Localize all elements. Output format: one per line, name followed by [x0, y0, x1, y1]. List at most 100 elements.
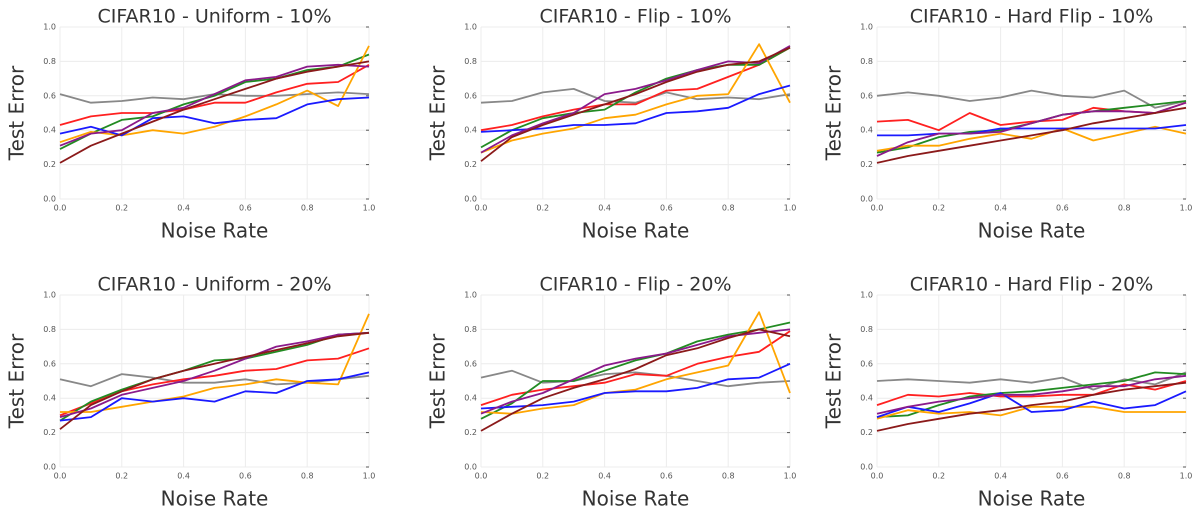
- x-tick-label: 1.0: [784, 204, 797, 213]
- series-line: [480, 369, 791, 388]
- x-tick-label: 0.6: [1056, 204, 1069, 213]
- x-axis-label: Noise Rate: [582, 487, 690, 511]
- y-tick-label: 0.6: [860, 91, 873, 100]
- x-tick-label: 0.6: [1056, 472, 1069, 481]
- x-tick-label: 0.6: [239, 472, 252, 481]
- series-line: [876, 374, 1187, 415]
- y-tick-label: 0.2: [464, 428, 477, 437]
- series-line: [877, 124, 1187, 137]
- chart-title: CIFAR10 - Uniform - 10%: [97, 6, 331, 28]
- chart-title: CIFAR10 - Hard Flip - 10%: [910, 6, 1154, 28]
- series-line: [59, 53, 370, 150]
- series-line: [59, 64, 370, 126]
- y-tick-label: 0.8: [43, 57, 56, 66]
- series-line: [480, 46, 791, 162]
- x-tick-label: 0.8: [301, 204, 314, 213]
- series-line: [480, 311, 791, 415]
- x-tick-label: 0.4: [177, 204, 190, 213]
- chart-title: CIFAR10 - Flip - 10%: [539, 6, 731, 28]
- y-tick-label: 0.6: [464, 359, 477, 368]
- x-tick-label: 0.0: [54, 204, 67, 213]
- y-tick-label: 0.4: [464, 394, 477, 403]
- series-line: [876, 125, 1187, 152]
- y-tick-label: 0.4: [860, 126, 873, 135]
- x-tick-label: 0.2: [115, 472, 128, 481]
- y-tick-label: 1.0: [860, 23, 873, 32]
- x-tick-label: 0.8: [301, 472, 314, 481]
- y-axis-label: Test Error: [822, 333, 846, 429]
- x-tick-label: 0.2: [932, 472, 945, 481]
- series-line: [480, 43, 791, 154]
- x-tick-label: 0.8: [722, 472, 735, 481]
- x-tick-label: 0.0: [475, 472, 488, 481]
- y-tick-label: 0.2: [860, 428, 873, 437]
- series-line: [59, 331, 370, 418]
- series-line: [876, 380, 1187, 406]
- y-tick-label: 0.0: [860, 195, 873, 204]
- x-tick-label: 0.2: [932, 204, 945, 213]
- series-line: [480, 45, 791, 154]
- y-tick-label: 0.6: [43, 91, 56, 100]
- x-tick-label: 1.0: [363, 204, 376, 213]
- series-line: [876, 390, 1187, 418]
- y-tick-label: 0.6: [464, 91, 477, 100]
- y-tick-label: 0.4: [860, 394, 873, 403]
- series-line: [876, 381, 1187, 432]
- x-tick-label: 0.8: [1118, 204, 1131, 213]
- y-tick-label: 0.8: [43, 325, 56, 334]
- series-line: [480, 362, 791, 410]
- y-tick-label: 0.4: [464, 126, 477, 135]
- x-tick-label: 0.2: [115, 204, 128, 213]
- x-tick-label: 0.4: [598, 472, 611, 481]
- y-tick-label: 0.2: [43, 428, 56, 437]
- x-tick-label: 0.0: [871, 472, 884, 481]
- series-line: [876, 371, 1187, 391]
- y-axis-label: Test Error: [5, 65, 29, 161]
- x-axis-label: Noise Rate: [161, 219, 269, 243]
- y-tick-label: 1.0: [43, 23, 56, 32]
- series-line: [480, 88, 791, 104]
- series-line: [480, 321, 791, 420]
- x-axis-label: Noise Rate: [582, 219, 690, 243]
- y-tick-label: 1.0: [464, 291, 477, 300]
- x-axis-label: Noise Rate: [161, 487, 269, 511]
- series-line: [59, 96, 370, 137]
- x-tick-label: 0.6: [239, 204, 252, 213]
- y-tick-label: 0.2: [43, 160, 56, 169]
- y-tick-label: 0.0: [43, 463, 56, 472]
- x-axis-label: Noise Rate: [978, 487, 1086, 511]
- x-tick-label: 0.0: [475, 204, 488, 213]
- series-line: [876, 371, 1187, 418]
- y-axis-label: Test Error: [822, 65, 846, 161]
- x-tick-label: 1.0: [1180, 204, 1193, 213]
- y-tick-label: 0.8: [464, 325, 477, 334]
- x-tick-label: 0.2: [536, 204, 549, 213]
- series-line: [59, 60, 370, 164]
- y-axis-label: Test Error: [426, 65, 450, 161]
- x-tick-label: 0.4: [177, 472, 190, 481]
- y-tick-label: 0.6: [43, 359, 56, 368]
- x-axis-label: Noise Rate: [978, 219, 1086, 243]
- y-axis-label: Test Error: [5, 333, 29, 429]
- series-line: [480, 46, 791, 149]
- x-tick-label: 1.0: [784, 472, 797, 481]
- y-tick-label: 1.0: [43, 291, 56, 300]
- series-line: [59, 45, 370, 144]
- chart-title: CIFAR10 - Uniform - 20%: [97, 274, 331, 296]
- y-tick-label: 1.0: [860, 291, 873, 300]
- series-line: [876, 106, 1187, 164]
- series-line: [59, 331, 370, 430]
- series-line: [59, 371, 370, 422]
- y-tick-label: 0.8: [860, 325, 873, 334]
- y-tick-label: 0.2: [464, 160, 477, 169]
- x-tick-label: 1.0: [363, 472, 376, 481]
- y-tick-label: 0.2: [860, 160, 873, 169]
- x-tick-label: 0.4: [994, 472, 1007, 481]
- x-tick-label: 0.8: [1118, 472, 1131, 481]
- y-tick-label: 0.0: [464, 195, 477, 204]
- x-tick-label: 1.0: [1180, 472, 1193, 481]
- x-tick-label: 0.6: [660, 472, 673, 481]
- x-tick-label: 0.0: [54, 472, 67, 481]
- y-tick-label: 1.0: [464, 23, 477, 32]
- chart-title: CIFAR10 - Hard Flip - 20%: [910, 274, 1154, 296]
